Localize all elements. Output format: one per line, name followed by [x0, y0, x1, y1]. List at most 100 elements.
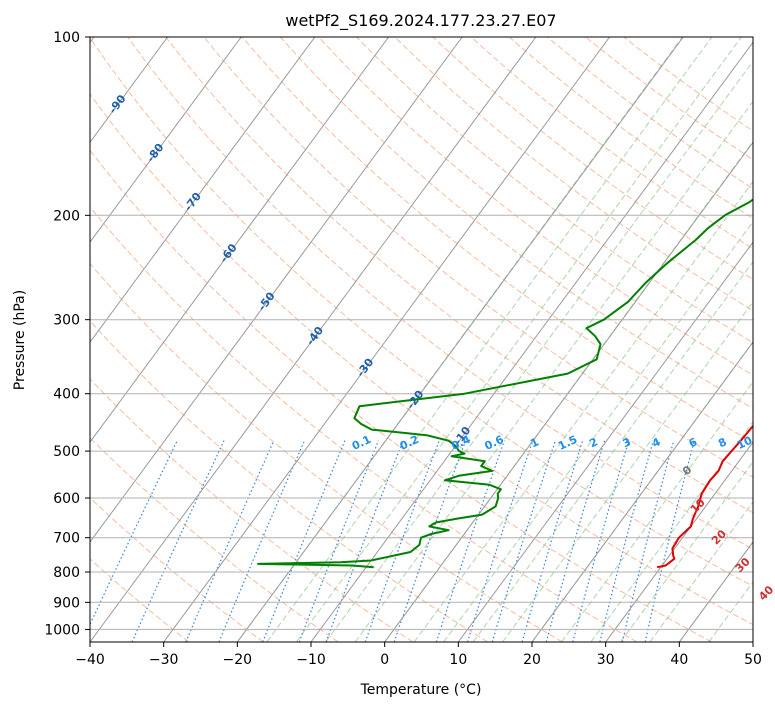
moist-adiabat-line — [561, 381, 753, 642]
isotherm-label: -20 — [404, 388, 427, 412]
y-tick-label: 1000 — [44, 622, 80, 638]
x-tick-label: 20 — [523, 652, 541, 668]
dry-adiabat-line — [90, 93, 753, 626]
dry-adiabat-line — [623, 37, 753, 132]
dry-adiabat-line — [90, 378, 414, 642]
x-tick-label: −10 — [296, 652, 326, 668]
dry-adiabat-line — [508, 37, 753, 220]
mixing-ratio-line — [621, 440, 675, 642]
x-tick-label: 10 — [449, 652, 467, 668]
moist-adiabat-line — [649, 501, 753, 642]
mixing-ratio-line — [218, 440, 306, 642]
mixing-ratio-line — [572, 440, 630, 642]
dry-adiabat-line — [90, 37, 753, 587]
mixing-ratio-line — [131, 440, 225, 642]
mixing-ratio-line — [262, 440, 346, 642]
isotherm-label: -90 — [106, 92, 129, 116]
moist-adiabat-label: 0 — [680, 463, 695, 478]
moist-adiabat-line — [325, 60, 753, 642]
mixing-ratio-label: 2 — [587, 435, 599, 450]
dry-adiabat-line — [90, 206, 638, 642]
isotherm-line — [90, 37, 169, 144]
moist-adiabat-line — [531, 340, 753, 642]
mixing-ratio-line — [644, 440, 695, 642]
mixing-ratio-label: 0.2 — [398, 433, 421, 453]
x-axis-ticks: −40 −30 −20 −10 0 10 20 30 40 50 — [75, 642, 762, 668]
moist-adiabat-line — [443, 220, 753, 642]
y-tick-label: 400 — [53, 387, 80, 403]
mixing-ratio-line — [466, 440, 534, 642]
isotherm-line — [457, 241, 753, 642]
moist-adiabat-label: 10 — [688, 496, 708, 516]
moist-adiabat-line — [266, 37, 713, 642]
isotherm-label: -70 — [182, 190, 205, 214]
x-axis-title: Temperature (°C) — [360, 682, 482, 698]
mixing-ratio-label: 1 — [528, 435, 540, 450]
dry-adiabat-line — [279, 37, 753, 410]
dry-adiabat-line — [90, 437, 339, 642]
mixing-ratio-line — [185, 440, 275, 642]
mixing-ratio-line — [435, 440, 505, 642]
mixing-ratio-line — [393, 440, 467, 642]
mixing-ratio-line — [599, 440, 654, 642]
dry-adiabat-line — [585, 37, 753, 161]
moist-adiabat-line — [502, 300, 753, 642]
isotherm-line — [531, 341, 753, 642]
moist-adiabat-line — [413, 180, 753, 642]
background-lines — [90, 37, 753, 642]
moist-adiabat-line — [354, 100, 753, 642]
dry-adiabat-line — [470, 37, 753, 250]
moist-adiabat-line — [295, 37, 742, 642]
dry-adiabat-line — [394, 37, 753, 312]
isotherm-line — [90, 37, 390, 443]
dry-adiabat-line — [90, 149, 712, 642]
dry-adiabat-line — [90, 497, 264, 642]
moist-adiabat-line — [620, 461, 753, 642]
isotherm-line — [752, 641, 753, 642]
moist-adiabat-line — [708, 581, 753, 642]
mixing-ratio-line — [90, 440, 178, 626]
x-tick-label: 50 — [744, 652, 762, 668]
isotherm-line — [90, 37, 242, 243]
moist-adiabat-label: 20 — [709, 527, 729, 547]
moist-adiabat-label: 40 — [756, 583, 775, 603]
isotherm-line — [605, 441, 753, 642]
y-tick-label: 700 — [53, 531, 80, 547]
x-tick-label: −20 — [223, 652, 253, 668]
x-tick-label: 40 — [670, 652, 688, 668]
dewpoint-line — [257, 198, 753, 569]
mixing-ratio-label: 6 — [687, 435, 700, 450]
isotherm-line — [384, 141, 753, 642]
dry-adiabat-line — [165, 37, 753, 514]
dry-adiabat-line — [203, 37, 753, 478]
x-tick-label: 30 — [597, 652, 615, 668]
grid-lines — [90, 37, 753, 642]
y-axis-ticks: 100 200 300 400 500 600 700 800 900 1000 — [44, 30, 90, 638]
dry-adiabat-line — [90, 262, 563, 642]
y-tick-label: 100 — [53, 30, 80, 46]
y-tick-label: 800 — [53, 565, 80, 581]
mixing-ratio-line — [491, 440, 556, 642]
isotherm-line — [236, 37, 684, 642]
dry-adiabat-line — [127, 37, 753, 550]
mixing-ratio-label: 1.5 — [556, 433, 579, 453]
isotherm-line — [90, 37, 537, 642]
y-tick-label: 600 — [53, 491, 80, 507]
isotherm-line — [310, 41, 753, 642]
x-tick-label: −30 — [149, 652, 179, 668]
dry-adiabat-line — [547, 37, 753, 190]
mixing-ratio-label: 0.1 — [350, 433, 373, 453]
mixing-ratio-line — [545, 440, 606, 642]
isotherm-label: -40 — [304, 324, 327, 348]
profile-series — [257, 198, 753, 569]
isotherm-label: -80 — [144, 141, 167, 165]
x-tick-label: 0 — [380, 652, 389, 668]
mixing-ratio-label: 10 — [735, 434, 755, 452]
mixing-ratio-label: 4 — [650, 435, 663, 450]
y-tick-label: 900 — [53, 595, 80, 611]
dry-adiabat-line — [241, 37, 753, 444]
mixing-ratio-label: 0.6 — [483, 433, 506, 453]
dry-adiabat-line — [432, 37, 753, 280]
y-axis-title: Pressure (hPa) — [12, 290, 28, 390]
